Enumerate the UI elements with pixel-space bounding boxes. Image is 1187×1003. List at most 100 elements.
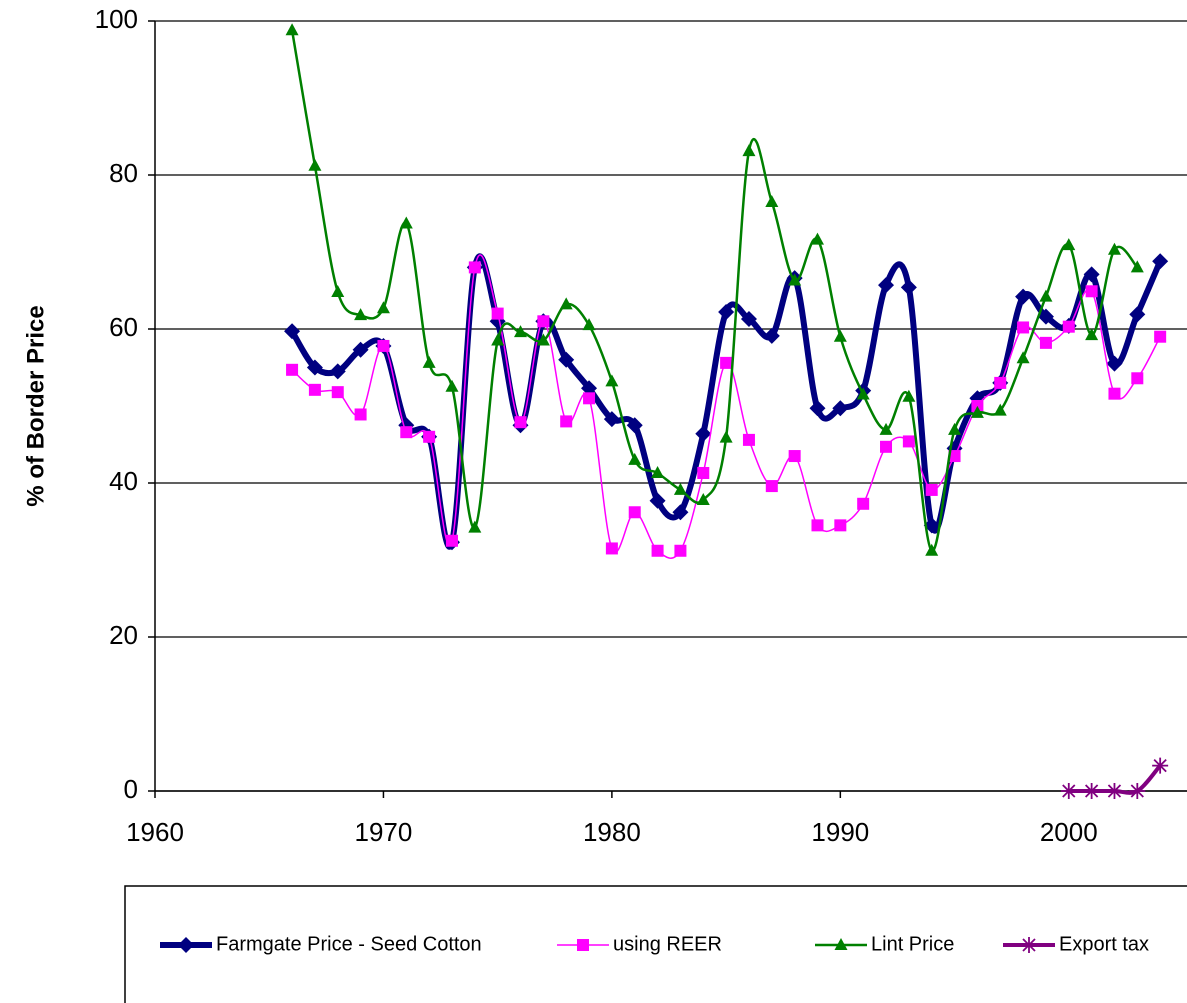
marker: [605, 374, 619, 387]
legend-label: using REER: [613, 933, 722, 955]
marker: [1083, 266, 1100, 283]
marker: [718, 304, 735, 321]
marker: [720, 356, 733, 369]
marker: [491, 333, 505, 346]
y-tick-label: 100: [95, 4, 138, 34]
marker: [582, 318, 596, 331]
marker: [306, 359, 323, 376]
marker: [329, 363, 346, 380]
marker: [354, 408, 367, 421]
marker: [1016, 351, 1030, 364]
marker: [178, 937, 194, 953]
marker: [560, 415, 573, 428]
marker: [354, 308, 368, 321]
marker: [308, 158, 322, 171]
series-line: [290, 30, 1139, 553]
marker: [537, 315, 550, 328]
marker: [514, 325, 528, 338]
marker: [880, 440, 893, 453]
marker: [695, 425, 712, 442]
marker: [1152, 253, 1169, 270]
marker: [879, 422, 893, 435]
legend-label: Farmgate Price - Seed Cotton: [216, 933, 482, 955]
series-line: [289, 253, 1163, 550]
marker: [1085, 328, 1099, 341]
y-axis-label: % of Border Price: [22, 305, 49, 506]
marker: [765, 194, 779, 207]
legend-label: Lint Price: [871, 933, 954, 955]
y-tick-label: 40: [109, 466, 138, 496]
marker: [1131, 372, 1144, 385]
marker: [719, 430, 733, 443]
marker: [1039, 336, 1052, 349]
marker: [856, 387, 870, 400]
marker: [1108, 387, 1121, 400]
marker: [925, 543, 939, 556]
marker: [649, 492, 666, 509]
marker: [286, 363, 299, 376]
marker: [810, 232, 824, 245]
marker: [811, 519, 824, 532]
marker: [651, 544, 664, 557]
marker: [1062, 320, 1075, 333]
marker: [581, 380, 598, 397]
marker: [331, 285, 345, 298]
marker: [559, 297, 573, 310]
marker: [376, 301, 390, 314]
marker: [1021, 937, 1037, 953]
marker: [284, 323, 301, 340]
marker: [1107, 242, 1121, 255]
series-line: [291, 254, 1161, 559]
y-tick-label: 60: [109, 312, 138, 342]
marker: [765, 480, 778, 493]
marker: [1062, 238, 1076, 251]
marker: [742, 144, 756, 157]
marker: [400, 426, 413, 439]
y-tick-label: 20: [109, 620, 138, 650]
marker: [1015, 288, 1032, 305]
marker: [626, 417, 643, 434]
marker: [1152, 757, 1169, 774]
marker: [491, 307, 504, 320]
marker: [399, 216, 413, 229]
marker: [1129, 783, 1146, 799]
marker: [857, 497, 870, 510]
marker: [834, 519, 847, 532]
marker: [833, 329, 847, 342]
marker: [1037, 308, 1054, 325]
marker: [352, 341, 369, 358]
legend-label: Export tax: [1059, 933, 1149, 955]
marker: [603, 411, 620, 428]
marker: [1017, 321, 1030, 334]
marker: [583, 392, 596, 405]
marker: [1060, 783, 1077, 799]
marker: [628, 452, 642, 465]
marker: [697, 466, 710, 479]
marker: [994, 376, 1007, 389]
marker: [948, 450, 961, 463]
marker: [925, 483, 938, 496]
x-tick-label: 1990: [811, 817, 869, 847]
y-tick-label: 80: [109, 158, 138, 188]
marker: [900, 279, 917, 296]
marker: [788, 273, 802, 286]
marker: [740, 310, 757, 327]
x-tick-label: 1970: [355, 817, 413, 847]
marker: [558, 351, 575, 368]
marker: [993, 403, 1007, 416]
marker: [1129, 306, 1146, 323]
x-tick-label: 1960: [126, 817, 184, 847]
marker: [948, 422, 962, 435]
marker: [1154, 330, 1167, 343]
marker: [536, 333, 550, 346]
marker: [577, 939, 589, 951]
marker: [285, 23, 299, 36]
marker: [673, 482, 687, 495]
marker: [696, 492, 710, 505]
marker: [422, 355, 436, 368]
y-tick-label: 0: [124, 774, 138, 804]
marker: [445, 379, 459, 392]
marker: [1106, 783, 1123, 799]
marker: [1106, 355, 1123, 372]
marker: [970, 405, 984, 418]
